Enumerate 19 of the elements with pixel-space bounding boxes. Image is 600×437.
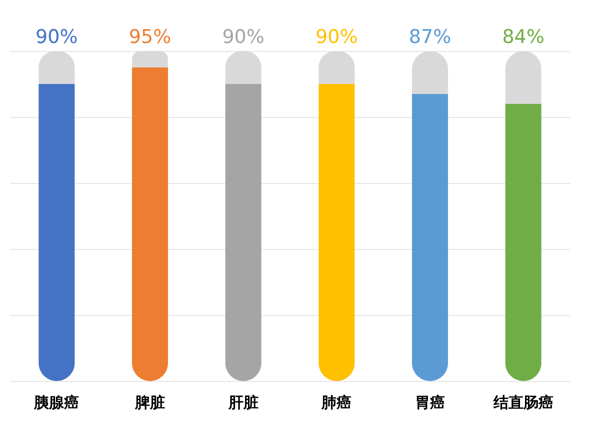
bar [505, 104, 542, 381]
data-label: 95% [128, 26, 172, 48]
bar [225, 84, 262, 381]
bar [132, 51, 168, 68]
data-label: 84% [502, 26, 544, 48]
data-label: 90% [316, 26, 358, 48]
bar [132, 68, 168, 381]
x-tick-label: 胃癌 [415, 394, 445, 412]
data-label: 90% [222, 26, 264, 48]
x-tick-label: 结直肠癌 [492, 394, 554, 412]
bar [318, 84, 355, 381]
x-tick-label: 肺癌 [320, 394, 352, 412]
bar [412, 94, 448, 381]
bar [38, 84, 75, 381]
data-label: 87% [408, 26, 452, 48]
x-tick-label: 胰腺癌 [33, 394, 80, 412]
x-tick-label: 肝脏 [227, 394, 258, 412]
data-label: 90% [36, 26, 78, 48]
x-tick-label: 脾脏 [134, 394, 165, 412]
